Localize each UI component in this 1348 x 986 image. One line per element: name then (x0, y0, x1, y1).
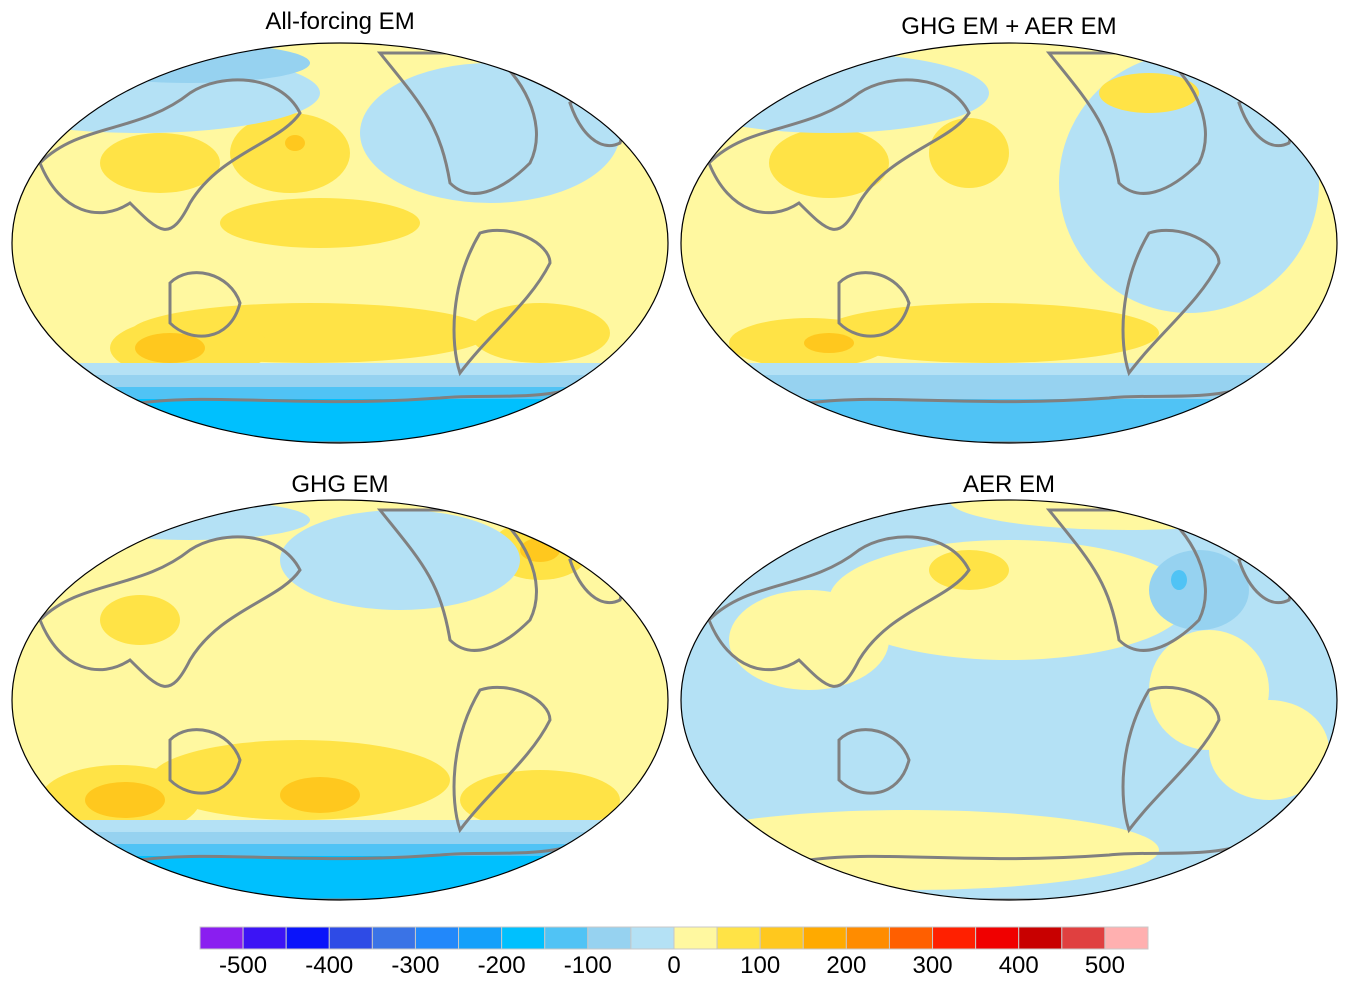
field-contour (1099, 73, 1199, 113)
field-contour (280, 777, 360, 813)
colorbar-box (414, 926, 460, 950)
panel-title-ghg-aer: GHG EM + AER EM (901, 13, 1117, 40)
colorbar-box (975, 926, 1020, 950)
field-contour (804, 333, 854, 353)
colorbar-box (845, 926, 890, 950)
field-contour (135, 333, 205, 363)
coastline (38, 535, 302, 688)
colorbar-box (587, 926, 632, 950)
map-border (11, 42, 669, 444)
coastline (837, 728, 911, 795)
field-contour (360, 63, 620, 203)
field-contour (280, 510, 520, 610)
colorbar-box (759, 926, 804, 950)
field-contour (1059, 53, 1319, 313)
map-panel-3 (681, 500, 1337, 900)
colorbar-box (1061, 926, 1106, 950)
coastline (376, 508, 538, 652)
field-contour (929, 118, 1009, 188)
map-border (11, 499, 669, 901)
coastline (837, 271, 911, 338)
colorbar-tick-label: 300 (912, 952, 953, 979)
colorbar-tick-label: 400 (998, 952, 1039, 979)
coastline (168, 728, 242, 795)
colorbar-box (544, 926, 589, 950)
panel-title-aer: AER EM (962, 471, 1055, 498)
panel-title-ghg: GHG EM (291, 471, 389, 498)
colorbar-box (1018, 926, 1063, 950)
field-contour (100, 133, 220, 193)
colorbar-box (242, 926, 287, 950)
coastline (1121, 685, 1221, 834)
map-border (680, 42, 1338, 444)
coastline (376, 51, 538, 195)
coastline (1121, 228, 1221, 377)
colorbar-box (932, 926, 977, 950)
colorbar-tick-label: 500 (1084, 952, 1125, 979)
colorbar-box (673, 926, 718, 950)
field-contour (285, 135, 305, 151)
field-contour (769, 128, 889, 198)
map-border (680, 499, 1338, 901)
colorbar-tick-label: -100 (563, 952, 612, 979)
field-contour (1209, 700, 1329, 800)
colorbar-box (199, 926, 244, 950)
colorbar-box (888, 926, 934, 950)
field-contour (470, 303, 610, 363)
field-contour (100, 595, 180, 645)
colorbar-box (285, 926, 330, 950)
colorbar-box (371, 926, 416, 950)
field-contour (85, 782, 165, 818)
coastline (707, 78, 971, 231)
field-contour (1149, 550, 1249, 630)
colorbar-tick-label: 0 (667, 952, 681, 979)
coastline (168, 271, 242, 338)
colorbar-box (1104, 926, 1149, 950)
field-contour (1171, 570, 1187, 590)
field-contour (220, 198, 420, 248)
coastline (452, 685, 552, 834)
colorbar-box (630, 926, 675, 950)
colorbar-tick-label: -200 (477, 952, 526, 979)
colorbar-tick-label: 100 (740, 952, 781, 979)
field-contour (230, 113, 350, 193)
colorbar-box (802, 926, 847, 950)
colorbar-tick-label: 200 (826, 952, 867, 979)
colorbar-box (716, 926, 761, 950)
colorbar-tick-label: -400 (305, 952, 354, 979)
field-contour (729, 590, 889, 690)
colorbar-box (501, 926, 546, 950)
colorbar-box (458, 926, 503, 950)
colorbar-tick-label: -300 (391, 952, 440, 979)
coastline (452, 228, 552, 377)
coastline (1045, 51, 1207, 195)
coastline (1045, 508, 1207, 652)
coastline (38, 78, 302, 231)
panel-title-all-forcing: All-forcing EM (265, 8, 415, 35)
coastline (707, 535, 971, 688)
field-contour (829, 540, 1189, 660)
colorbar-box (328, 926, 373, 950)
colorbar-tick-label: -500 (219, 952, 268, 979)
